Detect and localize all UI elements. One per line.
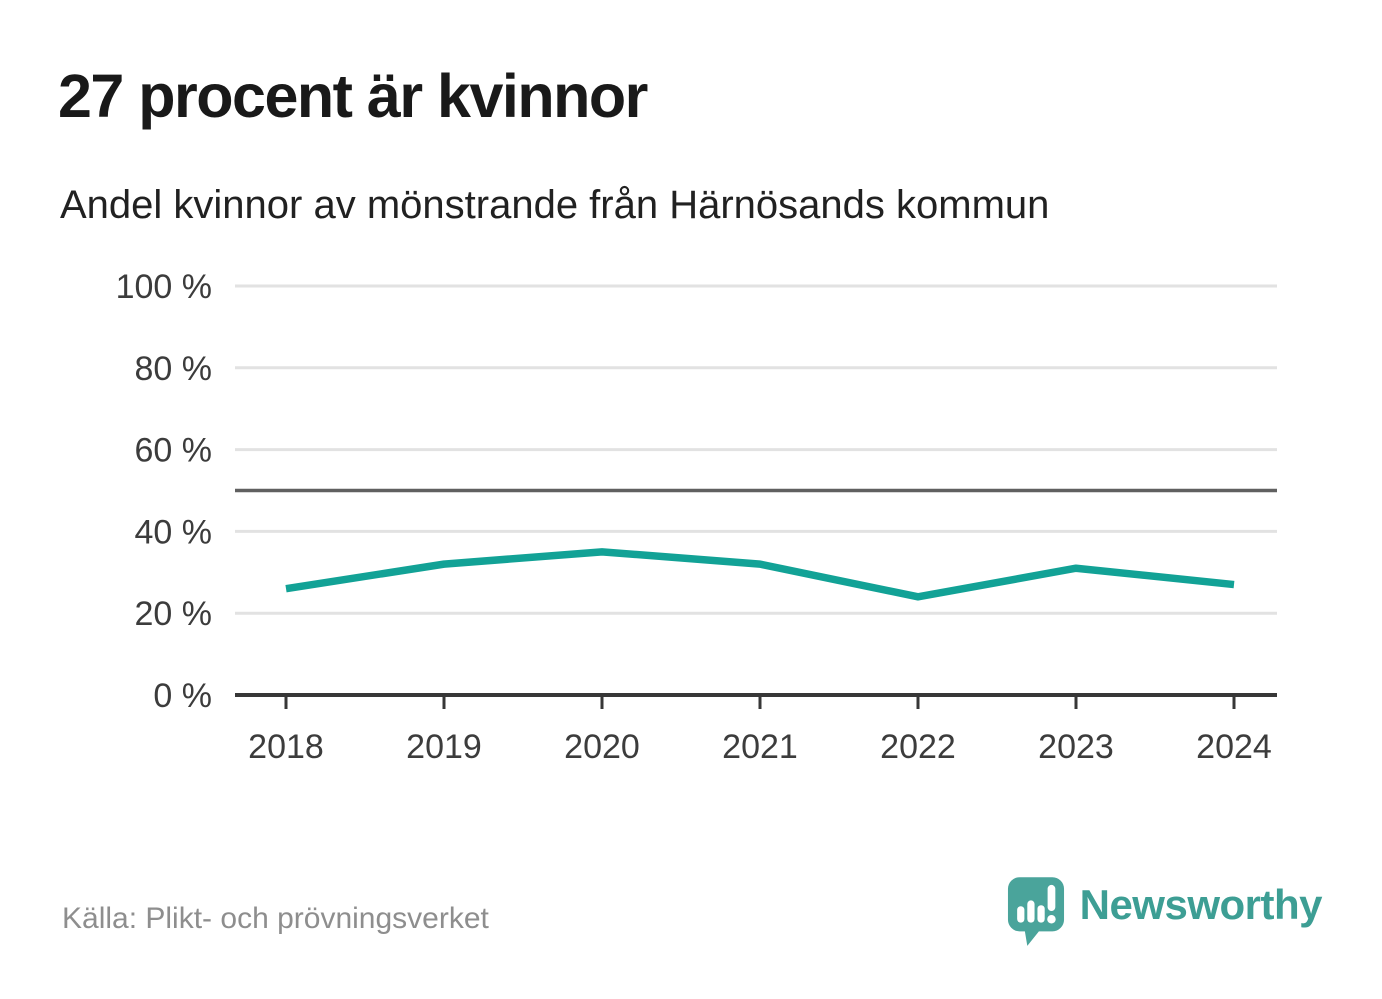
newsworthy-logo-text: Newsworthy [1079, 881, 1323, 928]
chart-subtitle: Andel kvinnor av mönstrande från Härnösa… [60, 183, 1050, 227]
x-axis-tick-label: 2018 [248, 728, 324, 766]
y-axis-tick-label: 100 % [116, 268, 212, 306]
data-line-series [285, 548, 1235, 601]
y-axis-tick-label: 60 % [135, 432, 213, 470]
y-axis-tick-label: 80 % [135, 350, 213, 388]
x-axis-tick-label: 2020 [564, 728, 640, 766]
line-chart-plot: 0 % 20 % 40 % 60 % 80 % 100 % 2018 2019 2020 2021… [116, 268, 1277, 766]
chart-title: 27 procent är kvinnor [58, 62, 648, 130]
x-axis-tick-label: 2021 [722, 728, 798, 766]
x-axis-tick-label: 2022 [880, 728, 956, 766]
y-axis-tick-label: 0 % [153, 677, 212, 715]
source-note: Källa: Plikt- och prövningsverket [62, 902, 489, 935]
y-axis-tick-label: 40 % [135, 513, 213, 551]
y-axis-tick-label: 20 % [135, 595, 213, 633]
newsworthy-logo: Newsworthy [1007, 876, 1323, 948]
x-axis-tick-label: 2019 [406, 728, 482, 766]
x-axis-tick-label: 2024 [1196, 728, 1272, 766]
speech-bubble-bar-chart-icon [1007, 877, 1064, 946]
x-axis-tick-label: 2023 [1038, 728, 1114, 766]
